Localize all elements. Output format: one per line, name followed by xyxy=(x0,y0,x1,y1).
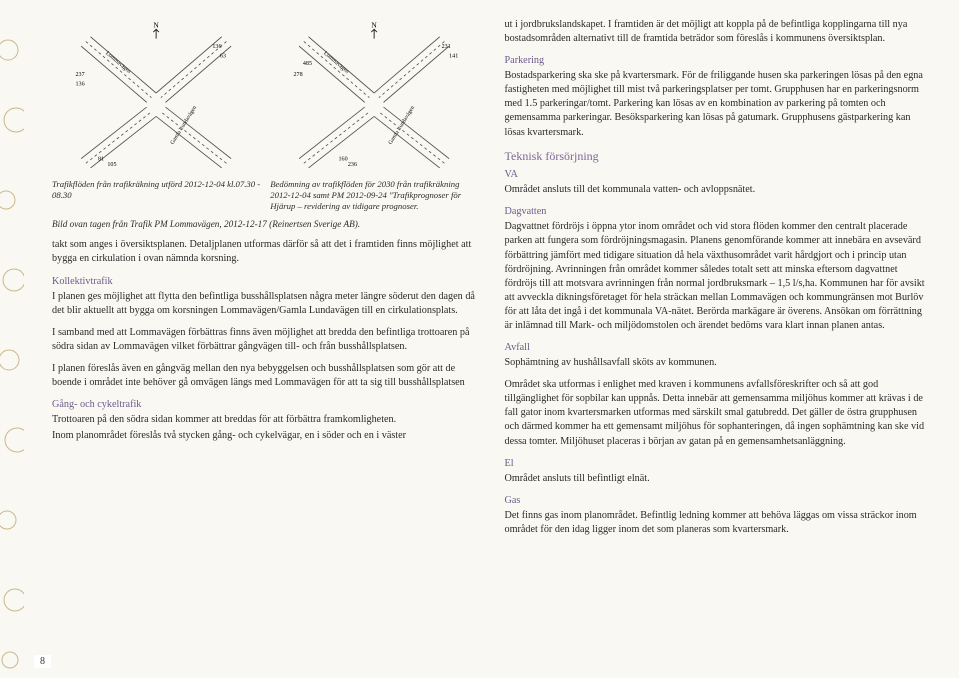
count-r-sw2: 236 xyxy=(348,162,357,168)
paragraph-samband: I samband med att Lommavägen förbättras … xyxy=(52,326,479,354)
road-label-diag-r: Gamla Lundavägen xyxy=(388,105,417,146)
caption-left: Trafikflöden från trafikräkning utförd 2… xyxy=(52,179,260,212)
heading-el: El xyxy=(505,457,932,471)
heading-gang: Gång- och cykeltrafik xyxy=(52,398,479,412)
heading-parkering: Parkering xyxy=(505,54,932,68)
paragraph-el: Området ansluts till befintligt elnät. xyxy=(505,472,932,486)
heading-teknisk: Teknisk försörjning xyxy=(505,148,932,165)
paragraph-avfall1: Sophämtning av hushållsavfall sköts av k… xyxy=(505,356,932,370)
paragraph-gas: Det finns gas inom planområdet. Befintli… xyxy=(505,509,932,537)
paragraph-dagvatten: Dagvattnet fördröjs i öppna ytor inom om… xyxy=(505,220,932,333)
image-source-caption: Bild ovan tagen från Trafik PM Lommaväge… xyxy=(52,218,479,231)
paragraph-jordbruk: ut i jordbrukslandskapet. I framtiden är… xyxy=(505,18,932,46)
paragraph-va: Området ansluts till det kommunala vatte… xyxy=(505,183,932,197)
paragraph-foreslas: I planen föreslås även en gångväg mellan… xyxy=(52,362,479,390)
count-r-ne1: 231 xyxy=(442,44,451,50)
left-column: N Lommavägen Gamla Lundavägen 237 136 81… xyxy=(52,18,479,670)
heading-dagvatten: Dagvatten xyxy=(505,205,932,219)
page-left-decoration xyxy=(0,0,24,678)
count-r-sw1: 160 xyxy=(339,157,348,163)
right-column: ut i jordbrukslandskapet. I framtiden är… xyxy=(505,18,932,670)
count-r-ne2: 141 xyxy=(449,53,458,59)
count-sw1: 81 xyxy=(98,157,104,163)
paragraph-kollektiv: I planen ges möjlighet att flytta den be… xyxy=(52,290,479,318)
count-r-nw2: 485 xyxy=(303,61,312,67)
road-label-top: Lommavägen xyxy=(104,51,132,76)
count-ne2: 63 xyxy=(220,53,226,59)
count-nw1: 237 xyxy=(76,72,85,78)
road-label-diag: Gamla Lundavägen xyxy=(170,105,199,146)
diagram-observed: N Lommavägen Gamla Lundavägen 237 136 81… xyxy=(52,18,260,173)
traffic-diagrams: N Lommavägen Gamla Lundavägen 237 136 81… xyxy=(52,18,479,173)
north-label-r: N xyxy=(372,20,378,29)
caption-right: Bedömning av trafikflöden för 2030 från … xyxy=(270,179,478,212)
count-r-nw1: 278 xyxy=(294,72,303,78)
heading-avfall: Avfall xyxy=(505,341,932,355)
paragraph-gang1: Trottoaren på den södra sidan kommer att… xyxy=(52,413,479,427)
north-label: N xyxy=(153,20,159,29)
count-ne1: 136 xyxy=(212,44,221,50)
heading-gas: Gas xyxy=(505,494,932,508)
paragraph-avfall2: Området ska utformas i enlighet med krav… xyxy=(505,378,932,448)
heading-va: VA xyxy=(505,168,932,182)
paragraph-parkering: Bostadsparkering ska ske på kvartersmark… xyxy=(505,69,932,139)
paragraph-gang2: Inom planområdet föreslås två stycken gå… xyxy=(52,429,479,443)
count-sw2: 105 xyxy=(107,162,116,168)
road-label-top-r: Lommavägen xyxy=(322,51,350,76)
count-nw2: 136 xyxy=(76,82,85,88)
diagram-forecast: N Lommavägen Gamla Lundavägen 278 485 16… xyxy=(270,18,478,173)
heading-kollektivtrafik: Kollektivtrafik xyxy=(52,275,479,289)
paragraph-takt: takt som anges i översiktsplanen. Detalj… xyxy=(52,238,479,266)
page-number: 8 xyxy=(34,655,51,668)
page-body: N Lommavägen Gamla Lundavägen 237 136 81… xyxy=(24,0,959,678)
